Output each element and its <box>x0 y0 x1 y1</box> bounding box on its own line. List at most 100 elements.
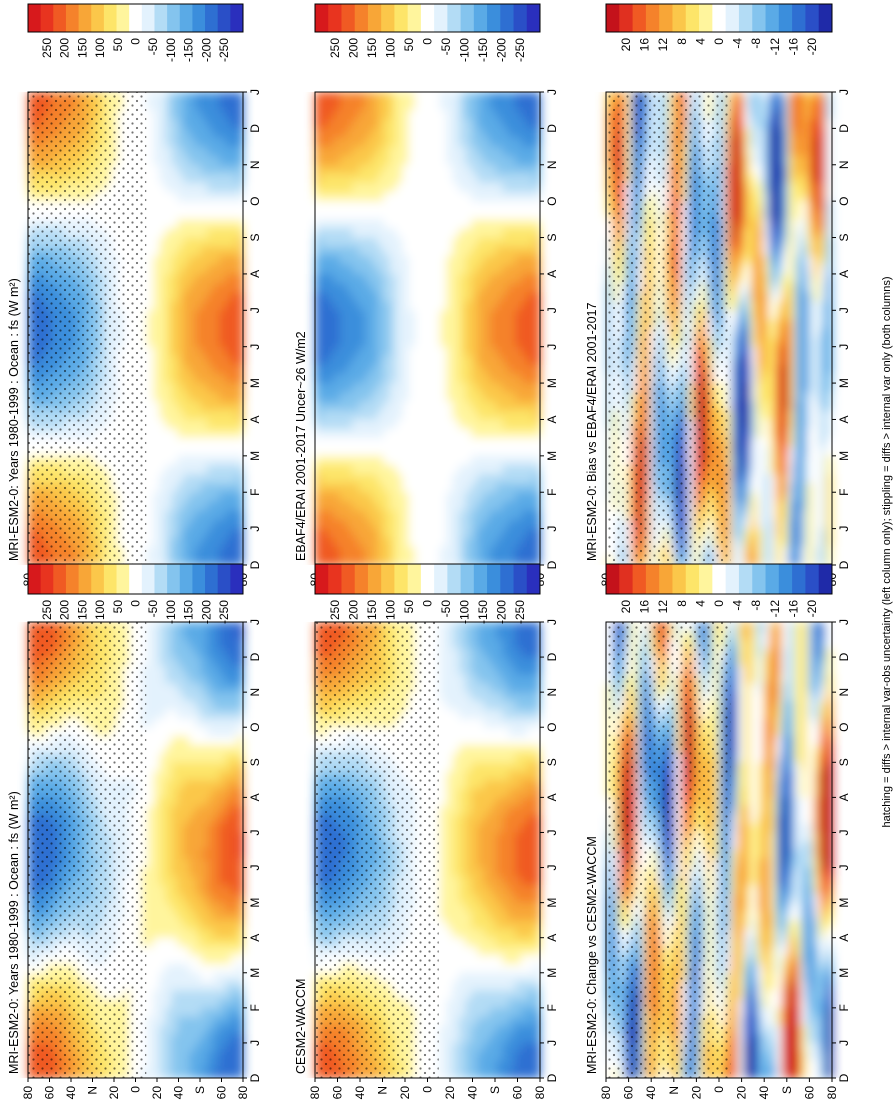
heatmap-cell <box>333 355 341 366</box>
heatmap-cell <box>159 1007 166 1018</box>
heatmap-cell <box>147 779 155 790</box>
heatmap-cell <box>213 893 220 904</box>
heatmap-cell <box>207 964 214 974</box>
heatmap-cell <box>147 192 155 202</box>
heatmap-cell <box>183 428 190 439</box>
heatmap-cell <box>213 727 220 737</box>
heatmap-cell <box>183 1060 190 1070</box>
heatmap-cell <box>365 173 372 184</box>
heatmap-cell <box>333 492 341 502</box>
heatmap-cell <box>213 674 220 684</box>
heatmap-cell <box>421 483 429 493</box>
heatmap-cell <box>147 237 155 248</box>
heatmap-cell <box>153 1051 160 1062</box>
heatmap-cell <box>383 210 391 220</box>
heatmap-cell <box>415 337 422 348</box>
heatmap-cell <box>213 337 220 348</box>
heatmap-cell <box>340 164 347 175</box>
heatmap-cell <box>408 510 416 521</box>
heatmap-cell <box>207 455 214 466</box>
heatmap-cell <box>421 510 429 521</box>
heatmap-cell <box>415 146 422 157</box>
heatmap-cell <box>195 964 202 974</box>
heatmap-cell <box>340 264 347 275</box>
heatmap-cell <box>201 128 208 139</box>
heatmap-cell <box>195 1051 202 1062</box>
heatmap-cell <box>171 364 178 375</box>
heatmap-cell <box>171 937 178 948</box>
heatmap-cell <box>219 648 226 658</box>
heatmap-cell <box>183 273 190 284</box>
heatmap-cell <box>315 128 322 139</box>
heatmap-cell <box>183 771 190 781</box>
heatmap-cell <box>219 806 226 816</box>
heatmap-cell <box>201 1069 208 1079</box>
heatmap-cell <box>433 328 441 339</box>
heatmap-cell <box>421 537 429 548</box>
heatmap-cell <box>207 437 214 448</box>
heatmap-cell <box>340 192 347 202</box>
heatmap-cell <box>433 201 441 211</box>
heatmap-cell <box>171 1034 178 1044</box>
heatmap-cell <box>165 273 172 284</box>
heatmap-cell <box>177 110 184 120</box>
heatmap-cell <box>159 437 166 448</box>
colorbar-label: -150 <box>182 600 196 624</box>
heatmap-cell <box>427 446 435 457</box>
heatmap-cell <box>153 510 160 521</box>
heatmap-cell <box>207 1060 214 1070</box>
heatmap-cell <box>365 519 372 530</box>
heatmap-cell <box>390 464 397 475</box>
heatmap-cell <box>165 981 172 991</box>
heatmap-cell <box>225 972 232 983</box>
heatmap-cell <box>402 428 410 439</box>
heatmap-cell <box>183 902 190 912</box>
heatmap-cell <box>421 373 429 384</box>
heatmap-cell <box>225 383 232 393</box>
heatmap-cell <box>371 328 379 339</box>
heatmap-cell <box>165 301 172 311</box>
heatmap-cell <box>231 537 238 548</box>
heatmap-cell <box>171 137 178 148</box>
heatmap-cell <box>171 328 178 339</box>
heatmap-cell <box>433 292 441 302</box>
heatmap-cell <box>153 779 160 790</box>
heatmap-cell <box>183 630 190 641</box>
heatmap-cell <box>165 972 172 983</box>
heatmap-cell <box>340 546 347 557</box>
heatmap-cell <box>189 346 196 357</box>
heatmap-cell <box>177 639 184 649</box>
heatmap-cell <box>183 346 190 357</box>
colorbar-label: -200 <box>199 38 213 62</box>
heatmap-cell <box>165 788 172 798</box>
heatmap-cell <box>377 292 385 302</box>
heatmap-cell <box>153 1042 160 1053</box>
heatmap-cell <box>231 753 238 763</box>
heatmap-cell <box>213 630 220 641</box>
heatmap-cell <box>321 201 329 211</box>
heatmap-cell <box>225 981 232 991</box>
heatmap-cell <box>195 437 202 448</box>
colorbar-label: 150 <box>75 38 89 58</box>
heatmap-cell <box>183 137 190 148</box>
heatmap-cell <box>433 137 441 148</box>
heatmap-cell <box>321 383 329 393</box>
heatmap-cell <box>207 753 214 763</box>
heatmap-cell <box>237 797 244 807</box>
heatmap-cell <box>207 937 214 948</box>
heatmap-cell <box>177 483 184 493</box>
heatmap-cell <box>213 1069 220 1079</box>
heatmap-cell <box>321 128 329 139</box>
heatmap-cell <box>195 709 202 720</box>
heatmap-cell <box>433 401 441 411</box>
heatmap-cell <box>177 858 184 869</box>
heatmap-cell <box>231 110 238 120</box>
heatmap-cell <box>153 210 160 220</box>
heatmap-cell <box>365 255 372 266</box>
month-tick-label: O <box>248 196 262 205</box>
heatmap-cell <box>396 346 404 357</box>
heatmap-cell <box>315 146 322 157</box>
heatmap-cell <box>371 355 379 366</box>
heatmap-cell <box>207 858 214 869</box>
heatmap-cell <box>147 850 155 860</box>
